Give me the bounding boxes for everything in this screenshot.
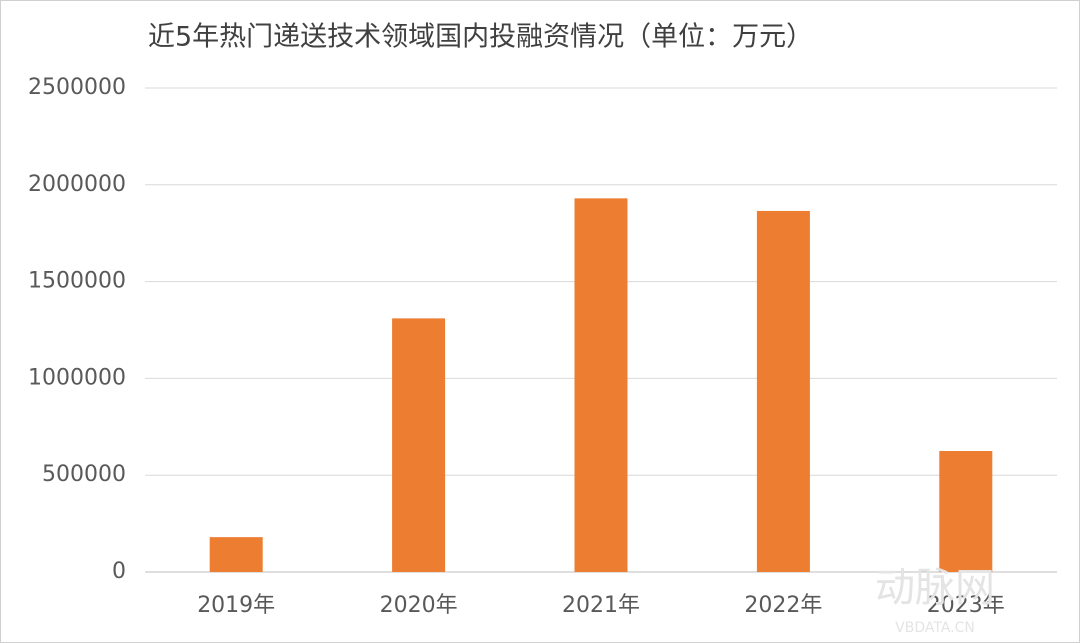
y-tick-label: 1000000 (28, 365, 126, 390)
bar (392, 318, 446, 572)
x-tick-label: 2022年 (744, 593, 822, 618)
watermark: 动脉网 (875, 565, 995, 611)
y-tick-label: 2500000 (28, 75, 126, 100)
x-tick-label: 2020年 (380, 593, 458, 618)
y-tick-label: 0 (112, 559, 126, 584)
y-tick-label: 1500000 (28, 269, 126, 294)
x-tick-label: 2019年 (197, 593, 275, 618)
x-tick-label: 2023年 (927, 593, 1005, 618)
watermark-sub: VBDATA.CN (895, 620, 975, 636)
bar (574, 198, 628, 573)
bar (209, 537, 263, 572)
bar (756, 210, 810, 572)
x-tick-label: 2021年 (562, 593, 640, 618)
y-tick-label: 2000000 (28, 172, 126, 197)
chart-title: 近5年热门递送技术领域国内投融资情况（单位：万元） (148, 22, 813, 53)
bar (939, 451, 993, 572)
y-tick-label: 500000 (42, 462, 126, 487)
